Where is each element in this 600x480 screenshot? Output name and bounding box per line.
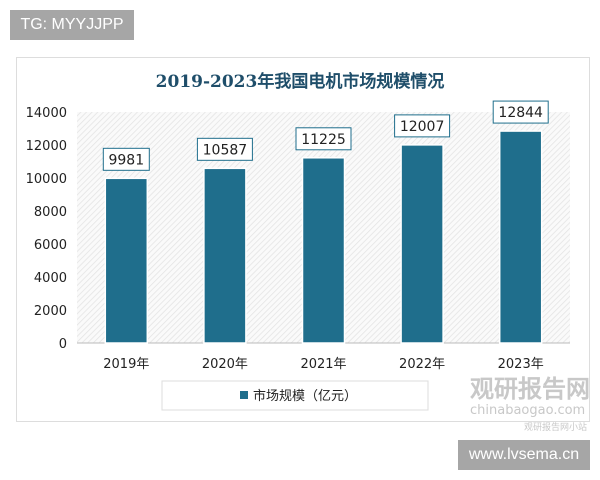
y-tick-label: 0: [59, 337, 67, 352]
data-label-box: [394, 114, 451, 138]
bottom-tag: www.lvsema.cn: [458, 440, 590, 470]
bar: [203, 167, 247, 344]
watermark-sub: 观研报告网小站: [524, 423, 588, 433]
legend-label: 市场规模（亿元）: [253, 388, 357, 404]
y-tick-label: 8000: [34, 205, 67, 220]
x-tick-label: 2020年: [202, 357, 248, 372]
data-label: 9981: [108, 152, 144, 168]
x-tick-label: 2022年: [399, 357, 445, 372]
watermark-domain: chinabaogao.com: [470, 403, 586, 418]
y-tick-label: 10000: [26, 172, 67, 187]
bar: [104, 177, 149, 344]
chart-title: 2019-2023年我国电机市场规模情况: [156, 71, 445, 92]
x-tick-label: 2023年: [498, 357, 544, 372]
data-label-box: [102, 147, 150, 171]
data-label-box: [196, 137, 253, 161]
data-label-box: [492, 100, 549, 124]
data-label: 12844: [498, 105, 543, 121]
watermark-name: 观研报告网: [470, 375, 590, 403]
bar: [400, 144, 444, 344]
data-label: 12007: [400, 119, 445, 135]
y-tick-label: 6000: [34, 238, 67, 253]
y-tick-label: 2000: [34, 304, 67, 319]
y-tick-label: 14000: [26, 106, 67, 121]
y-tick-label: 4000: [34, 271, 67, 286]
y-tick-label: 12000: [26, 139, 67, 154]
bar: [498, 130, 543, 344]
x-tick-label: 2019年: [103, 357, 149, 372]
data-label: 11225: [301, 132, 346, 148]
top-tag: TG: MYYJJPP: [10, 10, 134, 40]
data-label: 10587: [203, 142, 248, 158]
legend-swatch: [240, 391, 248, 399]
bar: [301, 157, 346, 344]
watermark: 观研报告网 chinabaogao.com 观研报告网小站: [432, 375, 590, 434]
legend: [161, 380, 429, 411]
x-tick-label: 2021年: [300, 357, 346, 372]
data-label-box: [295, 127, 352, 151]
